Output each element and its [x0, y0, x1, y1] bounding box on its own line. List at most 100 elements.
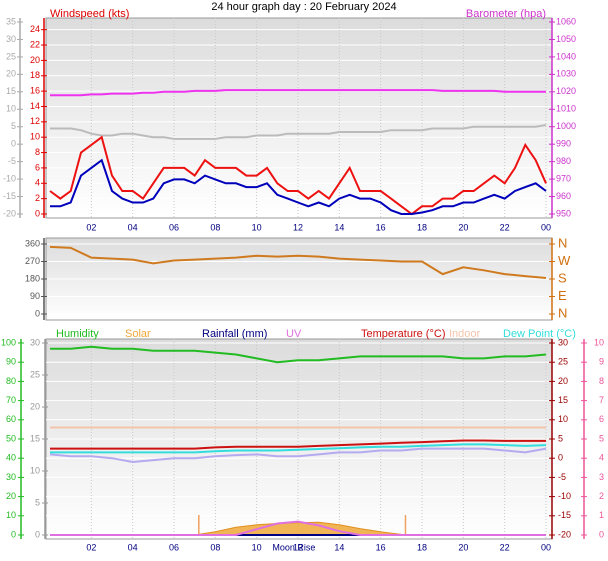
y-tick-label: 10 — [558, 414, 568, 424]
y-tick-label: 100 — [1, 337, 16, 347]
y-tick-label: 12 — [30, 116, 40, 126]
legend-label: Temperature (°C) — [361, 328, 445, 340]
y-tick-label: 5 — [599, 433, 604, 443]
y-tick-label: 25 — [6, 51, 16, 61]
y-tick-label: 5 — [35, 497, 40, 507]
y-tick-label: 2 — [599, 491, 604, 501]
y-tick-label: 10 — [6, 510, 16, 520]
y-tick-label: 80 — [6, 376, 16, 386]
legend-label: Humidity — [56, 328, 99, 340]
y-tick-label: 1000 — [556, 121, 576, 131]
y-tick-label: 6 — [35, 162, 40, 172]
x-tick-label: 18 — [417, 222, 427, 232]
y-tick-label: 360 — [25, 238, 40, 248]
y-tick-label: 15 — [30, 433, 40, 443]
y-tick-label: 30 — [30, 337, 40, 347]
line — [49, 245, 547, 279]
y-tick-label: 6 — [599, 414, 604, 424]
y-tick-label: 0 — [11, 139, 16, 149]
x-tick-label: 04 — [128, 222, 138, 232]
y-tick-label: 5 — [558, 433, 563, 443]
y-tick-label: 24 — [30, 24, 40, 34]
y-tick-label: 180 — [25, 273, 40, 283]
legend-label: Indoor — [449, 328, 481, 340]
y-tick-label: 960 — [556, 191, 571, 201]
y-tick-label: 18 — [30, 70, 40, 80]
y-tick-label: -5 — [558, 472, 566, 482]
line — [50, 443, 547, 454]
line — [50, 520, 546, 536]
y-tick-label: N — [558, 235, 567, 250]
line — [49, 447, 547, 464]
y-tick-label: 30 — [6, 472, 16, 482]
x-tick-label: 06 — [169, 222, 179, 232]
x-tick-label: 04 — [128, 542, 138, 552]
y-tick-label: 7 — [599, 395, 604, 405]
y-tick-label: 1030 — [556, 69, 576, 79]
x-tick-label: 06 — [169, 542, 179, 552]
y-tick-label: 5 — [11, 121, 16, 131]
y-tick-label: 990 — [556, 139, 571, 149]
x-tick-label: 14 — [334, 542, 344, 552]
x-tick-label: 08 — [210, 222, 220, 232]
legend-label: UV — [286, 328, 302, 340]
y-tick-label: 25 — [30, 369, 40, 379]
y-tick-label: 0 — [599, 529, 604, 539]
x-tick-label: 00 — [541, 222, 551, 232]
y-tick-label: 10 — [594, 337, 604, 347]
y-tick-label: 970 — [556, 173, 571, 183]
legend-label: Solar — [125, 328, 151, 340]
line — [50, 124, 547, 140]
y-tick-label: 60 — [6, 414, 16, 424]
x-tick-label: 20 — [458, 542, 468, 552]
y-tick-label: -10 — [3, 173, 16, 183]
y2-axis-title: Barometer (hpa) — [466, 8, 546, 20]
chart-title: 24 hour graph day : 20 February 2024 — [211, 1, 396, 13]
x-tick-label: 16 — [376, 222, 386, 232]
line — [49, 135, 547, 216]
x-tick-label: 02 — [86, 542, 96, 552]
y-tick-label: 35 — [6, 16, 16, 26]
y-tick-label: 0 — [35, 308, 40, 318]
y-tick-label: -20 — [558, 529, 571, 539]
x-tick-label: 02 — [86, 222, 96, 232]
x-tick-label: 16 — [376, 542, 386, 552]
y-tick-label: 0 — [11, 529, 16, 539]
x-tick-label: 12 — [293, 222, 303, 232]
x-tick-label: 22 — [500, 542, 510, 552]
y-tick-label: 4 — [35, 178, 40, 188]
line — [50, 439, 546, 450]
y-tick-label: 20 — [30, 401, 40, 411]
x-tick-label: 22 — [500, 222, 510, 232]
y-tick-label: 2 — [35, 193, 40, 203]
y-tick-label: 3 — [599, 472, 604, 482]
y-tick-label: 950 — [556, 208, 571, 218]
y-tick-label: 30 — [558, 337, 568, 347]
y-tick-label: -20 — [3, 208, 16, 218]
y-tick-label: 50 — [6, 433, 16, 443]
line — [50, 158, 547, 215]
x-tick-label: 10 — [252, 542, 262, 552]
y-tick-label: 10 — [6, 104, 16, 114]
x-tick-label: 20 — [458, 222, 468, 232]
y-axis-title: Windspeed (kts) — [50, 8, 129, 20]
annotation: Moon Rise — [272, 542, 315, 552]
y-tick-label: 90 — [30, 291, 40, 301]
y-tick-label: -15 — [3, 191, 16, 201]
x-tick-label: 18 — [417, 542, 427, 552]
y-tick-label: W — [558, 253, 571, 268]
y-tick-label: 16 — [30, 85, 40, 95]
y-tick-label: 90 — [6, 357, 16, 367]
x-tick-label: 12 — [293, 542, 303, 552]
y-tick-label: 0 — [558, 453, 563, 463]
y-tick-label: 270 — [25, 256, 40, 266]
y-tick-label: 980 — [556, 156, 571, 166]
y-tick-label: 20 — [6, 69, 16, 79]
y-tick-label: 1040 — [556, 51, 576, 61]
y-tick-label: 0 — [35, 208, 40, 218]
y-tick-label: 10 — [30, 132, 40, 142]
y-tick-label: 20 — [6, 491, 16, 501]
y-tick-label: -15 — [558, 510, 571, 520]
y-tick-label: 9 — [599, 357, 604, 367]
